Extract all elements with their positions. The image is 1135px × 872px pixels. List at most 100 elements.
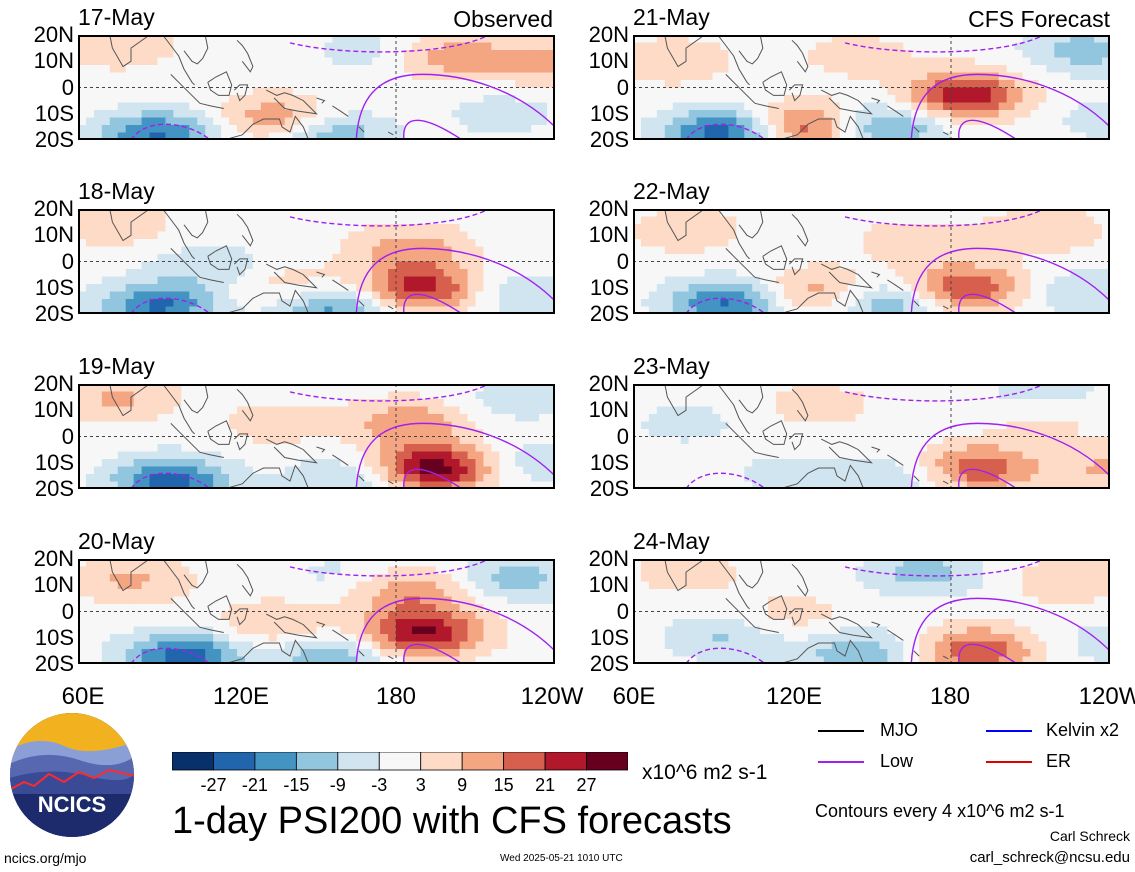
heatmap-cell: [656, 42, 666, 51]
heatmap-cell: [515, 102, 524, 111]
heatmap-cell: [927, 125, 936, 134]
heatmap-cell: [863, 35, 873, 44]
heatmap-cell: [252, 656, 262, 664]
heatmap-cell: [656, 284, 666, 293]
heatmap-cell: [507, 626, 516, 635]
heatmap-cell: [435, 634, 445, 643]
heatmap-cell: [364, 459, 373, 468]
heatmap-cell: [419, 80, 429, 89]
heatmap-cell: [815, 65, 825, 74]
heatmap-cell: [459, 399, 469, 408]
heatmap-cell: [784, 261, 793, 270]
heatmap-cell: [93, 291, 103, 300]
heatmap-cell: [784, 72, 793, 81]
panel-frame: [78, 209, 555, 314]
heatmap-cell: [515, 269, 524, 278]
heatmap-cell: [664, 246, 674, 255]
heatmap-cell: [927, 80, 936, 89]
heatmap-cell: [475, 102, 485, 111]
heatmap-cell: [712, 65, 722, 74]
heatmap-cell: [1046, 239, 1055, 248]
heatmap-cell: [411, 254, 421, 263]
heatmap-cell: [244, 72, 254, 81]
map-panel-19-May: [78, 384, 555, 489]
heatmap-cell: [1038, 42, 1047, 51]
heatmap-cell: [213, 276, 222, 285]
heatmap-cell: [268, 246, 278, 255]
heatmap-cell: [547, 299, 555, 308]
heatmap-cell: [221, 284, 230, 293]
heatmap-cell: [903, 57, 912, 66]
heatmap-cell: [396, 50, 405, 59]
heatmap-cell: [760, 209, 769, 218]
heatmap-cell: [149, 42, 159, 51]
heatmap-cell: [467, 384, 477, 393]
heatmap-cell: [531, 231, 540, 240]
heatmap-cell: [316, 125, 326, 134]
heatmap-cell: [696, 72, 706, 81]
heatmap-cell: [197, 102, 206, 111]
heatmap-cell: [411, 384, 421, 393]
heatmap-cell: [1094, 125, 1103, 134]
heatmap-cell: [515, 581, 524, 590]
heatmap-cell: [958, 87, 968, 96]
heatmap-cell: [736, 50, 745, 59]
heatmap-cell: [396, 299, 405, 308]
heatmap-cell: [221, 406, 230, 415]
heatmap-cell: [141, 261, 151, 270]
heatmap-cell: [990, 65, 1000, 74]
heatmap-cell: [515, 649, 524, 658]
heatmap-cell: [776, 269, 785, 278]
heatmap-cell: [364, 132, 373, 140]
heatmap-cell: [125, 436, 135, 445]
heatmap-cell: [93, 596, 103, 605]
heatmap-cell: [125, 649, 135, 658]
heatmap-cell: [364, 42, 373, 51]
heatmap-cell: [435, 626, 445, 635]
coastline: [316, 446, 326, 453]
heatmap-cell: [523, 406, 532, 415]
heatmap-cell: [871, 102, 881, 111]
heatmap-cell: [760, 216, 769, 225]
heatmap-cell: [720, 110, 729, 119]
heatmap-cell: [117, 35, 127, 44]
heatmap-cell: [879, 261, 888, 270]
heatmap-cell: [237, 291, 246, 300]
heatmap-cell: [332, 414, 341, 423]
heatmap-cell: [539, 566, 548, 575]
heatmap-cell: [388, 276, 397, 285]
heatmap-cell: [252, 102, 262, 111]
heatmap-cell: [990, 261, 1000, 270]
heatmap-cell: [332, 102, 341, 111]
heatmap-cell: [863, 80, 873, 89]
heatmap-cell: [308, 284, 318, 293]
heatmap-cell: [181, 634, 190, 643]
heatmap-cell: [388, 634, 397, 643]
heatmap-cell: [133, 399, 143, 408]
heatmap-cell: [308, 299, 318, 308]
heatmap-cell: [260, 589, 270, 598]
heatmap-cell: [284, 269, 294, 278]
heatmap-cell: [260, 444, 270, 453]
heatmap-cell: [451, 574, 461, 583]
heatmap-cell: [181, 474, 190, 483]
heatmap-cell: [515, 72, 524, 81]
heatmap-cell: [879, 254, 888, 263]
heatmap-cell: [348, 574, 357, 583]
heatmap-cell: [364, 656, 373, 664]
heatmap-cell: [499, 239, 508, 248]
heatmap-cell: [664, 35, 674, 44]
heatmap-cell: [197, 87, 206, 96]
heatmap-cell: [736, 261, 745, 270]
heatmap-cell: [467, 80, 477, 89]
heatmap-cell: [443, 117, 453, 126]
heatmap-cell: [93, 474, 103, 483]
heatmap-cell: [443, 284, 453, 293]
heatmap-cell: [109, 414, 119, 423]
heatmap-cell: [672, 276, 682, 285]
heatmap-cell: [125, 604, 135, 613]
heatmap-cell: [356, 261, 365, 270]
heatmap-cell: [85, 224, 95, 233]
heatmap-cell: [284, 384, 294, 393]
heatmap-cell: [927, 224, 936, 233]
